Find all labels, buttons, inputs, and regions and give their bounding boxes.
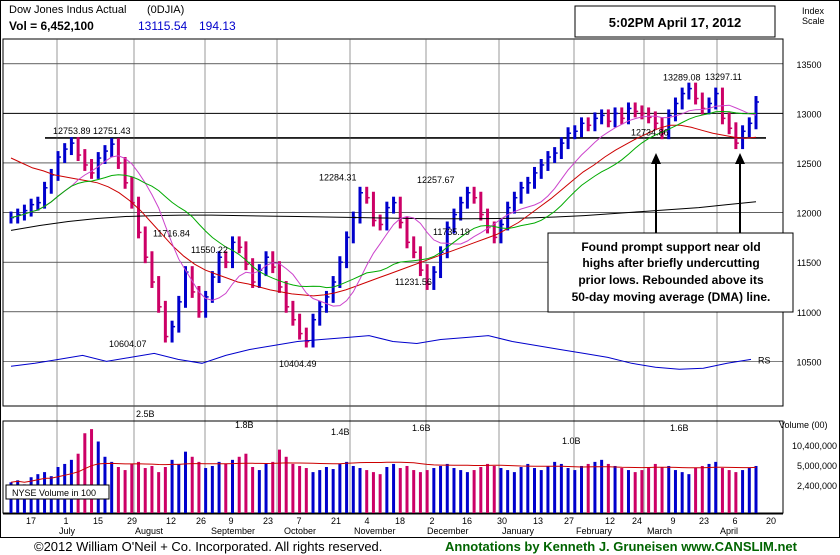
x-tick-label: 20 <box>766 516 776 526</box>
price-annotation: 13297.11 <box>705 72 742 82</box>
price-annotation: 12734.86 <box>631 128 669 138</box>
volume-annotation: 1.8B <box>235 420 254 430</box>
x-tick-label: 23 <box>263 516 273 526</box>
x-tick-label: 17 <box>26 516 36 526</box>
price-annotation: 12751.43 <box>93 126 131 136</box>
chart-frame: Dow Jones Indus Actual (0DJIA) Vol = 6,4… <box>0 0 840 538</box>
x-tick-label: 4 <box>364 516 369 526</box>
sma10-line <box>10 104 757 307</box>
price-change: 194.13 <box>199 19 236 33</box>
x-tick-label: 2 <box>429 516 434 526</box>
x-tick-label: 9 <box>228 516 233 526</box>
nyse-volume-label: NYSE Volume in 100 <box>12 488 96 498</box>
x-tick-label: 13 <box>533 516 543 526</box>
volume-average-line <box>10 461 757 483</box>
sma21-line <box>10 110 757 289</box>
x-tick-label: 9 <box>670 516 675 526</box>
x-month-label: July <box>59 526 76 536</box>
volume-annotation: 1.6B <box>670 423 689 433</box>
x-tick-label: 7 <box>296 516 301 526</box>
x-tick-label: 12 <box>166 516 176 526</box>
annotation-line-3: prior lows. Rebounded above its <box>578 273 764 287</box>
volume-area: Volume (00) 10,400,000 5,000,000 2,400,000 2… <box>2 409 837 514</box>
index-scale-label: Index Scale <box>802 6 825 26</box>
volume-annotation: 2.5B <box>136 409 155 419</box>
x-month-label: December <box>427 526 469 536</box>
price-annotation: 12753.89 <box>53 126 91 136</box>
x-axis: 17 1 15 29 12 26 9 23 7 21 4 18 2 16 30 13 27 12 24 9 23 6 20 J… <box>3 513 783 536</box>
y-tick-label: 13500 <box>796 60 821 70</box>
footer-annotations-credit: Annotations by Kenneth J. Gruneisen www.… <box>445 539 797 554</box>
x-tick-label: 24 <box>632 516 642 526</box>
price-annotation: 10604.07 <box>109 339 147 349</box>
annotation-line-2: highs after briefly undercutting <box>582 256 759 270</box>
y-tick-label: 13000 <box>796 109 821 119</box>
x-month-label: September <box>211 526 255 536</box>
volume-annotation: 1.6B <box>412 423 431 433</box>
annotation-arrowhead-2 <box>735 153 745 164</box>
price-plot-frame <box>2 38 784 407</box>
x-tick-label: 15 <box>93 516 103 526</box>
y-tick-label: 12500 <box>796 159 821 169</box>
y-tick-label: 10500 <box>796 357 821 367</box>
y-tick-label: 11000 <box>797 308 821 318</box>
price-annotation: 11716.84 <box>153 229 190 239</box>
x-month-label: March <box>647 526 672 536</box>
price-annotation: 11550.22 <box>191 245 228 255</box>
price-annotation: 11231.56 <box>395 277 432 287</box>
x-tick-label: 21 <box>331 516 341 526</box>
price-volume-chart: Dow Jones Indus Actual (0DJIA) Vol = 6,4… <box>2 4 837 536</box>
x-tick-label: 16 <box>462 516 472 526</box>
x-month-label: January <box>502 526 535 536</box>
annotation-line-1: Found prompt support near old <box>581 240 760 254</box>
volume-tick-label: 5,000,000 <box>797 461 837 471</box>
nyse-volume-box <box>5 484 110 500</box>
volume-axis-title: Volume (00) <box>779 420 828 430</box>
x-month-label: October <box>284 526 316 536</box>
rs-label: RS <box>758 355 771 365</box>
price-annotation: 10404.49 <box>279 359 317 369</box>
x-tick-label: 26 <box>196 516 206 526</box>
annotation-box <box>547 232 794 313</box>
x-tick-label: 29 <box>127 516 137 526</box>
x-month-label: November <box>354 526 396 536</box>
footer-copyright: ©2012 William O'Neil + Co. Incorporated.… <box>34 539 383 554</box>
chart-title: Dow Jones Indus Actual <box>9 4 126 16</box>
x-tick-label: 18 <box>395 516 405 526</box>
x-month-label: April <box>720 526 738 536</box>
sma50-line <box>10 124 757 297</box>
annotation-line-4: 50-day moving average (DMA) line. <box>572 290 771 304</box>
timestamp-box <box>574 5 776 38</box>
price-annotation: 13289.08 <box>663 73 701 83</box>
price-area: 13500 13000 12500 12000 11500 11000 10500 RS 127… <box>2 38 822 513</box>
volume-annotation: 1.4B <box>331 427 350 437</box>
y-tick-label: 12000 <box>796 209 821 219</box>
volume-tick-label: 2,400,000 <box>797 481 837 491</box>
x-month-label: August <box>135 526 164 536</box>
x-tick-label: 30 <box>497 516 507 526</box>
x-tick-label: 12 <box>605 516 615 526</box>
x-tick-label: 1 <box>63 516 68 526</box>
x-month-label: February <box>576 526 613 536</box>
last-price: 13115.54 <box>138 19 187 33</box>
x-tick-label: 27 <box>564 516 574 526</box>
chart-symbol: (0DJIA) <box>147 4 184 16</box>
price-annotation: 12257.67 <box>417 175 455 185</box>
sma200-line <box>10 201 757 231</box>
rs-line <box>10 335 752 370</box>
vol-label: Vol = 6,452,100 <box>9 19 94 33</box>
annotation-arrowhead-1 <box>651 153 661 164</box>
volume-annotation: 1.0B <box>562 436 581 446</box>
volume-tick-label: 10,400,000 <box>792 441 837 451</box>
x-tick-label: 6 <box>732 516 737 526</box>
price-annotation: 12284.31 <box>319 172 357 182</box>
timestamp: 5:02PM April 17, 2012 <box>609 15 741 30</box>
x-tick-label: 23 <box>699 516 709 526</box>
price-annotation: 11735.19 <box>433 227 470 237</box>
y-tick-label: 11500 <box>797 258 821 268</box>
